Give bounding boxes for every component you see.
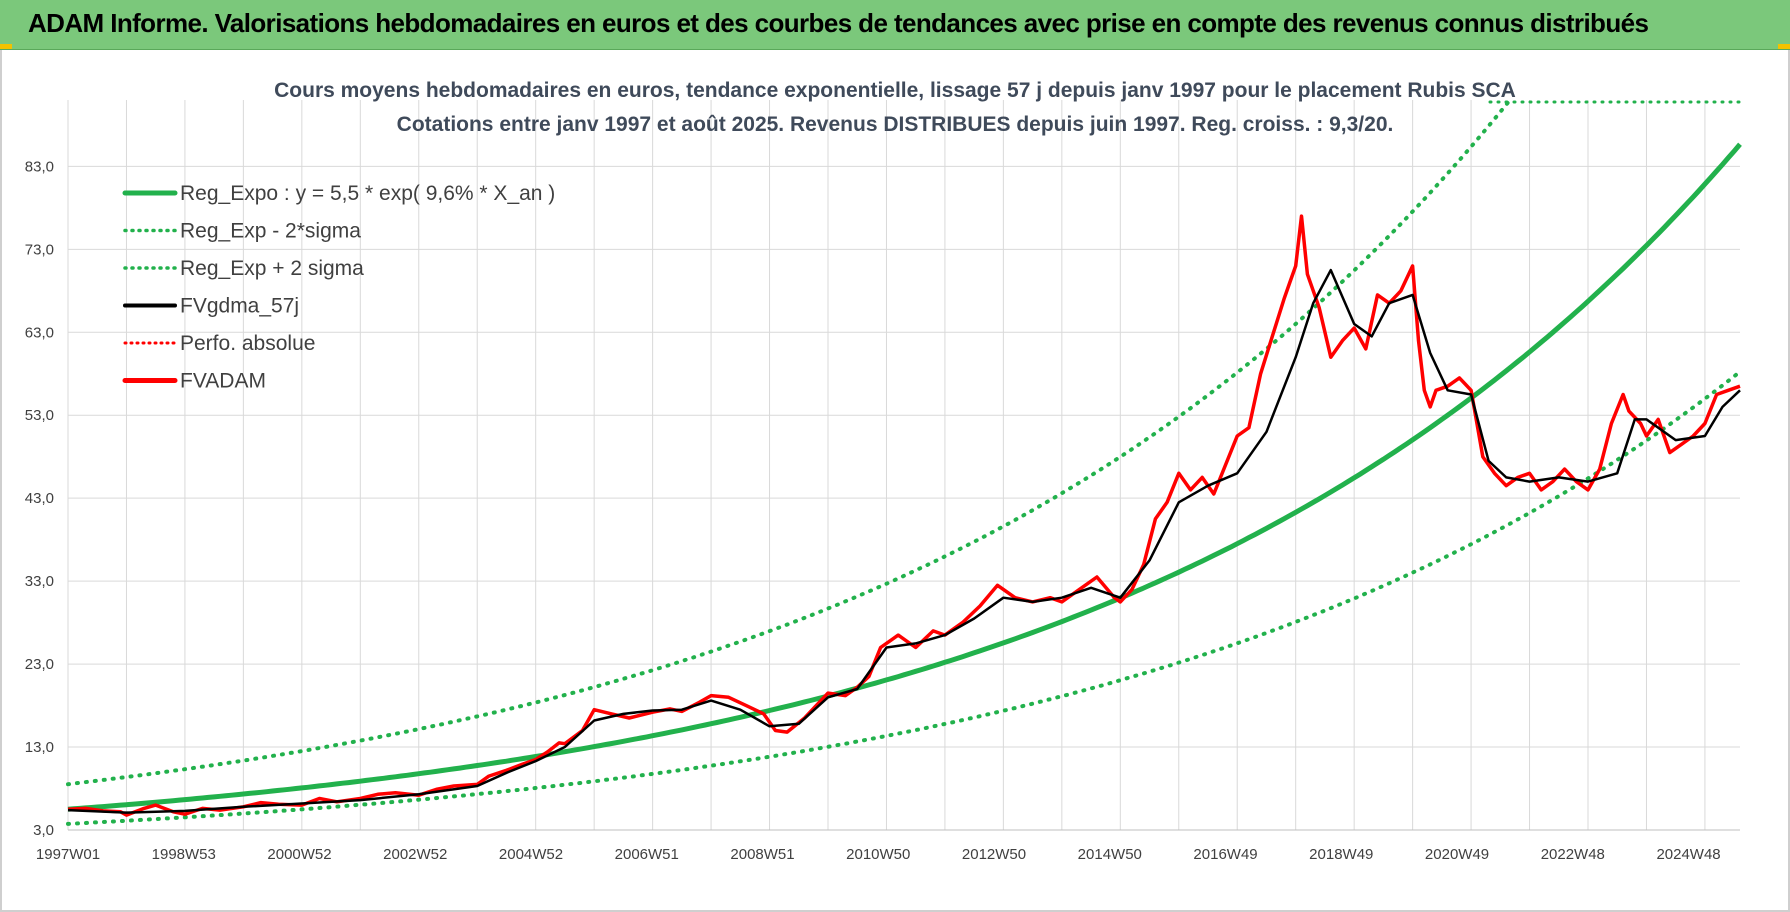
- y-tick-label: 83,0: [25, 158, 54, 175]
- x-tick-label: 2008W51: [730, 846, 794, 863]
- chart-frame: [0, 50, 1790, 912]
- chart-curves: [66, 95, 1742, 826]
- x-tick-label: 2012W50: [962, 846, 1026, 863]
- x-tick-label: 2016W49: [1193, 846, 1257, 863]
- y-tick-label: 3,0: [33, 822, 54, 839]
- x-tick-label: 2006W51: [615, 846, 679, 863]
- y-tick-label: 23,0: [25, 656, 54, 673]
- page-title: ADAM Informe. Valorisations hebdomadaire…: [28, 8, 1649, 38]
- header-banner: ADAM Informe. Valorisations hebdomadaire…: [0, 0, 1790, 50]
- reg-expo-line: [67, 142, 1742, 812]
- chart-legend: Reg_Expo : y = 5,5 * exp( 9,6% * X_an ) R…: [122, 182, 555, 393]
- y-tick-label: 53,0: [25, 407, 54, 424]
- fvadam-line: [67, 214, 1741, 817]
- legend-label: FVADAM: [180, 370, 266, 393]
- corner-marker-left: [0, 44, 12, 49]
- legend-label: FVgdma_57j: [180, 295, 299, 318]
- chart-title-line1: Cours moyens hebdomadaires en euros, ten…: [274, 79, 1516, 102]
- y-tick-label: 63,0: [25, 324, 54, 341]
- y-tick-label: 73,0: [25, 241, 54, 258]
- y-tick-label: 13,0: [25, 739, 54, 756]
- x-tick-label: 2022W48: [1541, 846, 1605, 863]
- reg-exp-plus-2sigma-line: [66, 95, 1514, 787]
- x-tick-label: 2024W48: [1656, 846, 1720, 863]
- legend-label: Reg_Exp - 2*sigma: [180, 220, 361, 243]
- fvgdma-57j-line: [67, 268, 1741, 814]
- x-tick-label: 2002W52: [383, 846, 447, 863]
- legend-label: Reg_Expo : y = 5,5 * exp( 9,6% * X_an ): [180, 182, 555, 205]
- x-tick-label: 2000W52: [267, 846, 331, 863]
- chart-title-line2: Cotations entre janv 1997 et août 2025. …: [397, 113, 1394, 136]
- legend-label: Perfo. absolue: [180, 332, 315, 355]
- reg-exp-minus-2sigma-line: [66, 369, 1742, 826]
- x-tick-label: 1998W53: [152, 846, 216, 863]
- x-tick-label: 2004W52: [499, 846, 563, 863]
- x-tick-label: 2010W50: [846, 846, 910, 863]
- x-tick-label: 2018W49: [1309, 846, 1373, 863]
- y-tick-label: 33,0: [25, 573, 54, 590]
- x-tick-label: 2020W49: [1425, 846, 1489, 863]
- y-tick-label: 43,0: [25, 490, 54, 507]
- chart-grid: [67, 100, 1740, 831]
- x-tick-label: 1997W01: [36, 846, 100, 863]
- chart-ticks: 3,0 13,0 23,0 33,0 43,0 53,0 63,0 73,0 83,0 1997W…: [25, 158, 1721, 863]
- corner-marker-right: [1778, 44, 1790, 49]
- x-tick-label: 2014W50: [1078, 846, 1142, 863]
- legend-label: Reg_Exp + 2 sigma: [180, 257, 364, 280]
